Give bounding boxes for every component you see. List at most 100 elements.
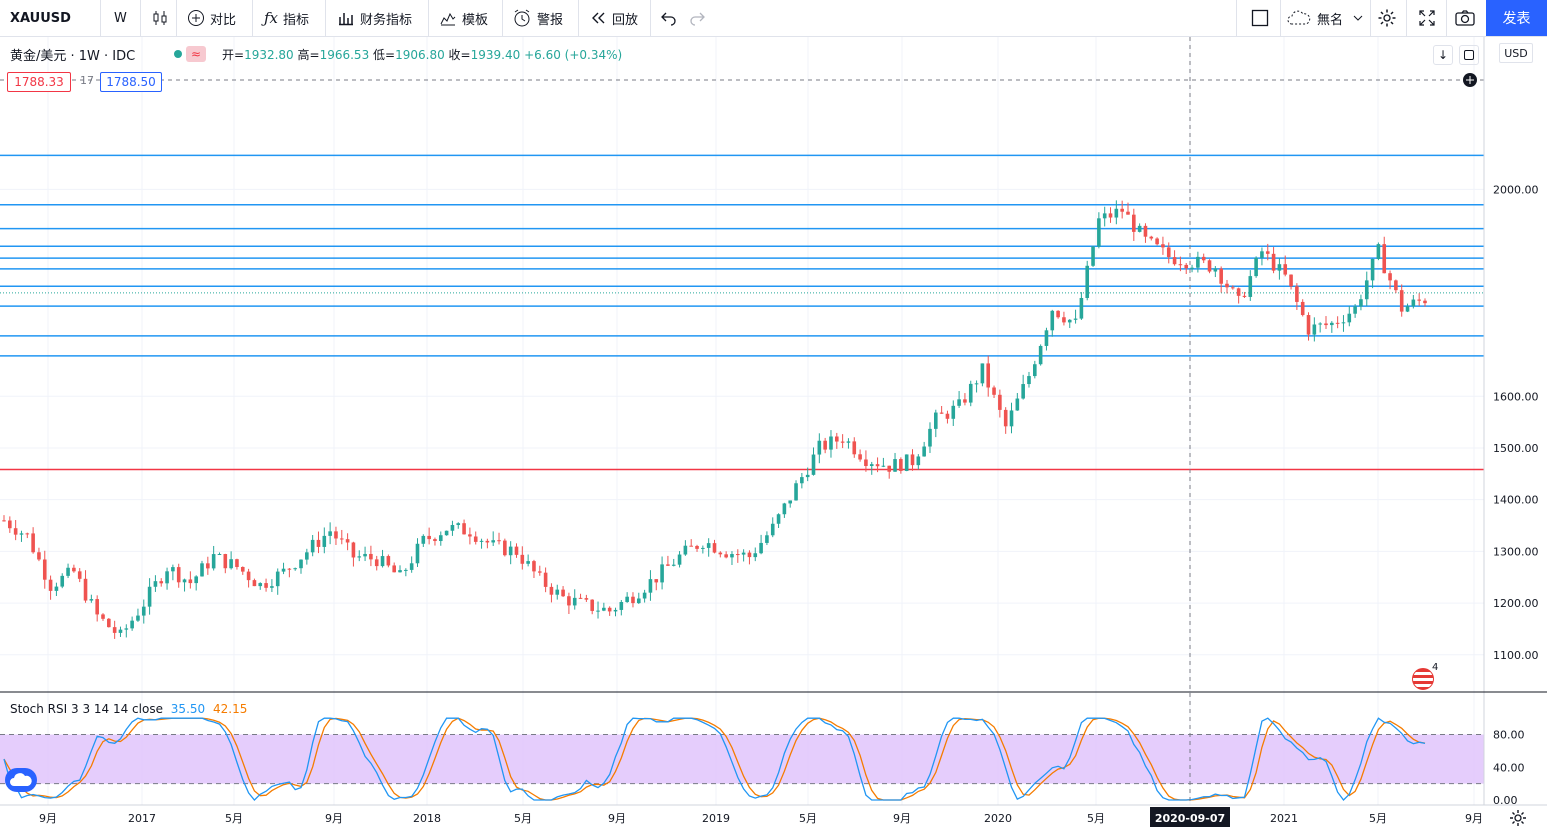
ohlc-values: 开=1932.80 高=1966.53 低=1906.80 收=1939.40 … [222, 46, 622, 63]
candle-body [1242, 295, 1247, 297]
currency-button[interactable]: USD [1499, 43, 1533, 63]
logo-button[interactable] [5, 768, 37, 792]
candle-body [188, 579, 193, 584]
candle-body [404, 569, 408, 571]
financials-button[interactable]: 财务指标 [337, 0, 412, 36]
buy-button[interactable]: 1788.50 [100, 72, 162, 92]
candle-body [316, 539, 321, 547]
candle-body [118, 629, 123, 633]
layout-name-menu[interactable]: 無名 [1286, 0, 1370, 36]
templates-button[interactable]: 模板 [439, 0, 488, 36]
candle-body [206, 563, 210, 569]
candle-body [520, 554, 525, 564]
settings-button[interactable] [1377, 0, 1402, 36]
redo-button[interactable] [688, 0, 711, 36]
candle-body [508, 546, 513, 556]
candle-body [770, 523, 775, 536]
candle-body [89, 599, 94, 601]
candle-body [392, 565, 396, 573]
candle-body [31, 533, 35, 553]
candle-body [660, 564, 664, 583]
bar-chart-icon [339, 13, 353, 26]
candle-body [928, 428, 932, 447]
candle-body [252, 580, 257, 587]
candle-body [963, 399, 967, 403]
candle-body [141, 606, 146, 616]
cloud-logo-icon [10, 773, 32, 786]
candle-body [275, 571, 280, 587]
spread-value: 17 [80, 74, 94, 87]
candle-body [596, 610, 600, 612]
open-value: 1932.80 [244, 48, 294, 62]
indicators-button[interactable]: ƒx 指标 [264, 0, 309, 36]
sell-button[interactable]: 1788.33 [7, 72, 71, 92]
compare-button[interactable]: 对比 [187, 0, 236, 36]
market-status[interactable]: ≈ [170, 46, 210, 62]
stoch-k-line [3, 717, 1426, 801]
candle-body [840, 441, 845, 443]
candle-body [852, 441, 857, 455]
gear-icon [1510, 810, 1526, 826]
replay-button[interactable]: 回放 [589, 0, 638, 36]
candle-body [357, 556, 362, 558]
maximize-pane-button[interactable] [1459, 45, 1479, 65]
fullscreen-button[interactable] [1417, 0, 1442, 36]
candle-body [240, 566, 245, 572]
candle-body [899, 459, 903, 471]
candle-body [753, 553, 758, 558]
candle-body [42, 559, 47, 580]
time-tick-label: 9月 [893, 812, 911, 825]
candle-body [1271, 253, 1276, 271]
candle-body [159, 581, 164, 584]
candle-body [468, 534, 472, 537]
snapshot-button[interactable] [1454, 0, 1481, 36]
candle-body [730, 554, 734, 558]
candle-body [864, 459, 868, 467]
axis-settings-button[interactable] [1508, 808, 1528, 828]
arrow-down-icon[interactable]: ↓ [1433, 45, 1453, 65]
candle-body [229, 559, 233, 569]
publish-button[interactable]: 发表 [1486, 0, 1547, 36]
candle-body [1318, 323, 1322, 325]
undo-button[interactable] [660, 0, 683, 36]
candle-body [1021, 384, 1025, 399]
candle-body [642, 592, 647, 599]
price-tick-label: 1500.00 [1493, 442, 1539, 455]
candle-body [124, 628, 129, 630]
candle-body [701, 547, 705, 549]
candle-body [1056, 310, 1060, 318]
alarm-clock-icon [514, 9, 530, 27]
interval-button[interactable]: W [114, 0, 127, 36]
candle-body [794, 483, 798, 501]
candle-body [788, 500, 793, 504]
symbol-title: 黄金/美元 · 1W · IDC [10, 49, 136, 64]
candle-body [147, 586, 152, 607]
candle-body [491, 540, 495, 543]
economic-events-badge[interactable]: 4 [1412, 662, 1438, 690]
grid [0, 37, 1484, 805]
candle-body [2, 520, 6, 522]
candle-body [1265, 251, 1270, 254]
candle-body [1341, 322, 1346, 324]
open-label: 开= [222, 48, 245, 62]
alert-button[interactable]: 警报 [512, 0, 563, 36]
candle-body [1405, 306, 1410, 312]
candle-body [136, 615, 140, 621]
candle-body [945, 413, 950, 419]
candle-body [1324, 323, 1328, 326]
close-label: 收= [448, 48, 471, 62]
time-tick-label: 2020 [984, 812, 1012, 825]
crosshair-date-label: 2020-09-07 [1155, 812, 1225, 825]
time-tick-label: 5月 [514, 812, 532, 825]
candle-body [1126, 211, 1130, 215]
candle-body [1283, 264, 1288, 275]
layout-button[interactable] [1250, 0, 1275, 36]
candle-body [1388, 273, 1392, 281]
chart-area[interactable]: 2065.771970.241924.241889.981867.051846.… [0, 37, 1547, 833]
chart-type-button[interactable] [151, 0, 174, 36]
candle-body [1044, 330, 1049, 346]
candle-body [503, 540, 507, 556]
candle-body [514, 546, 519, 555]
candle-body [904, 454, 909, 471]
symbol-search[interactable]: XAUUSD [10, 0, 71, 36]
